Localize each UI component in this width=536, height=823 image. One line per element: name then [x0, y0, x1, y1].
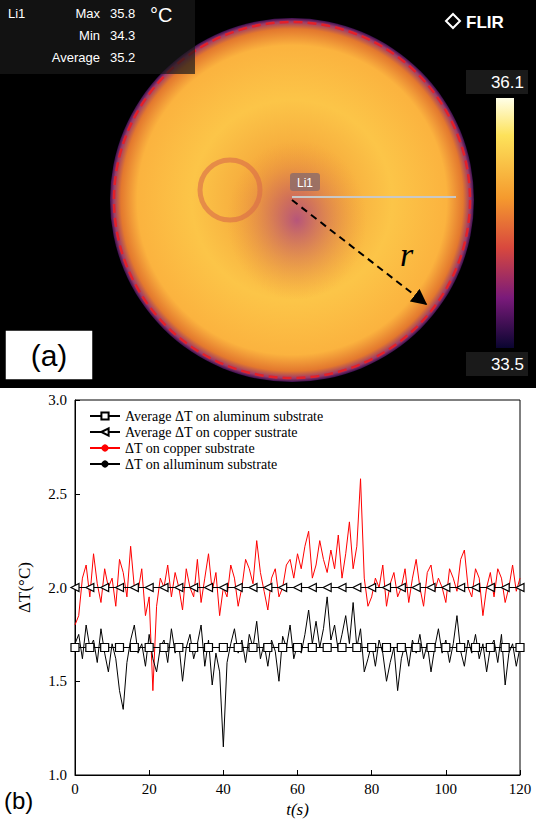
svg-text:(a): (a) — [31, 339, 68, 372]
svg-text:34.3: 34.3 — [110, 28, 135, 43]
svg-text:33.5: 33.5 — [491, 355, 524, 374]
svg-text:Average ΔT on aluminum substra: Average ΔT on aluminum substrate — [125, 409, 323, 424]
svg-text:(b): (b) — [4, 787, 33, 814]
svg-text:3.0: 3.0 — [48, 392, 67, 408]
svg-text:80: 80 — [364, 781, 379, 797]
svg-text:r: r — [400, 236, 414, 273]
svg-text:Max: Max — [75, 6, 100, 21]
svg-text:ΔT on alluminum substrate: ΔT on alluminum substrate — [125, 457, 277, 472]
svg-text:0: 0 — [71, 781, 79, 797]
svg-text:t(s): t(s) — [286, 800, 309, 819]
svg-text:ΔT on copper substrate: ΔT on copper substrate — [125, 441, 255, 456]
svg-text:Li1: Li1 — [297, 176, 313, 190]
svg-text:2.0: 2.0 — [48, 580, 67, 596]
svg-text:1.0: 1.0 — [48, 767, 67, 783]
svg-text:35.2: 35.2 — [110, 50, 135, 65]
svg-text:°C: °C — [150, 4, 172, 26]
svg-text:2.5: 2.5 — [48, 486, 67, 502]
svg-text:Li1: Li1 — [8, 6, 25, 21]
svg-text:Average: Average — [52, 50, 100, 65]
svg-text:120: 120 — [509, 781, 532, 797]
svg-text:Average ΔT on copper sustrate: Average ΔT on copper sustrate — [125, 425, 298, 440]
svg-text:40: 40 — [216, 781, 231, 797]
svg-text:60: 60 — [290, 781, 305, 797]
svg-text:20: 20 — [142, 781, 157, 797]
svg-text:36.1: 36.1 — [491, 73, 524, 92]
svg-text:35.8: 35.8 — [110, 6, 135, 21]
svg-text:100: 100 — [435, 781, 458, 797]
svg-text:1.5: 1.5 — [48, 673, 67, 689]
svg-text:FLIR: FLIR — [466, 13, 504, 32]
svg-text:ΔT(°C): ΔT(°C) — [15, 562, 34, 613]
svg-text:Min: Min — [79, 28, 100, 43]
